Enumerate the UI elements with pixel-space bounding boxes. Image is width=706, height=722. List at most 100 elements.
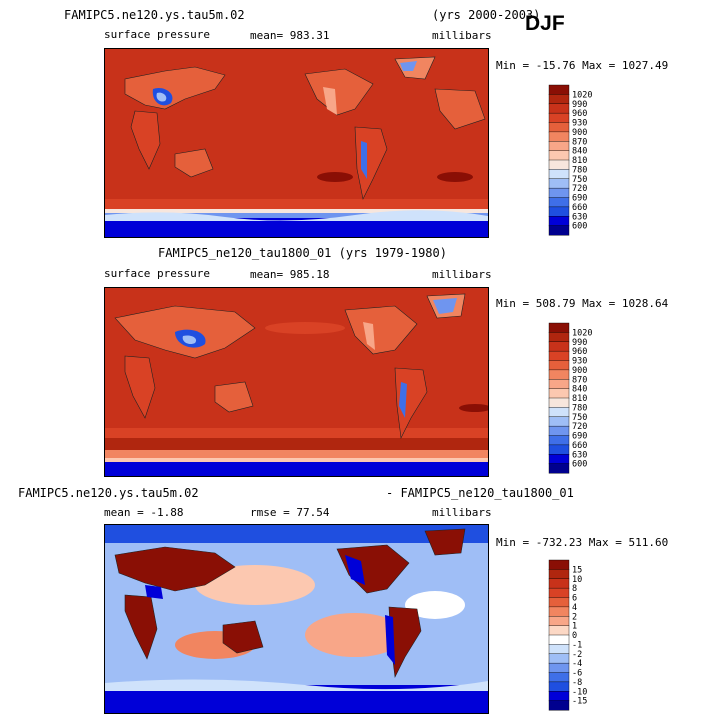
- colorbar-box: [548, 84, 570, 95]
- colorbar-box: [548, 225, 570, 236]
- colorbar-box: [548, 379, 570, 390]
- map-continent-australia: [214, 381, 254, 413]
- colorbar-box: [548, 435, 570, 446]
- colorbar-box: [548, 141, 570, 152]
- colorbar-tick-label: 720: [572, 422, 587, 432]
- panel2-units: millibars: [432, 268, 492, 281]
- colorbar-tick-label: 810: [572, 394, 587, 404]
- colorbar-box: [548, 606, 570, 617]
- colorbar-box: [548, 322, 570, 333]
- colorbar-box: [548, 587, 570, 599]
- colorbar-box: [548, 150, 570, 161]
- panel2-colorbar: 1020 990 960 930 900 870 840 810 780 750 720 690 660…: [548, 322, 609, 474]
- map-continent-north-america: [336, 544, 410, 594]
- colorbar-box: [548, 122, 570, 133]
- colorbar-box: [548, 559, 570, 570]
- map-continent-eurasia: [124, 66, 226, 110]
- colorbar-box: [548, 103, 570, 114]
- panel3-mean: mean = -1.88: [104, 506, 184, 519]
- colorbar-box: [548, 350, 570, 362]
- panel2-map: [104, 287, 489, 477]
- colorbar-box: [548, 94, 570, 105]
- colorbar-tick-label: 10: [572, 575, 582, 585]
- colorbar-box: [548, 369, 570, 380]
- colorbar-tick-label: 1020: [572, 328, 592, 338]
- panel1-title: FAMIPC5.ne120.ys.tau5m.02: [64, 8, 245, 22]
- colorbar-tick-label: 930: [572, 357, 587, 367]
- map-continent-north-america: [344, 305, 418, 355]
- colorbar-tick-label: 780: [572, 165, 587, 175]
- panel2-colorbar-svg: 1020990960930900870840810780750720690660…: [548, 322, 592, 474]
- panel2-mean: mean= 985.18: [250, 268, 330, 281]
- panel3-rmse: rmse = 77.54: [250, 506, 330, 519]
- colorbar-tick-label: -10: [572, 687, 587, 697]
- colorbar-box: [548, 397, 570, 408]
- panel1-colorbar: 1020 990 960 930 900 870 840 810 780 750 720 690 660…: [548, 84, 609, 236]
- panel1-map: [104, 48, 489, 238]
- colorbar-tick-label: -6: [572, 669, 582, 679]
- colorbar-box: [548, 159, 570, 170]
- colorbar-tick-label: 960: [572, 347, 587, 357]
- colorbar-box: [548, 360, 570, 371]
- colorbar-tick-label: 2: [572, 612, 577, 622]
- colorbar-box: [548, 197, 570, 208]
- panel3-title-left: FAMIPC5.ne120.ys.tau5m.02: [18, 486, 199, 500]
- colorbar-tick-label: -2: [572, 650, 582, 660]
- colorbar-tick-label: -8: [572, 678, 582, 688]
- colorbar-box: [548, 131, 570, 142]
- colorbar-tick-label: 750: [572, 175, 587, 185]
- colorbar-tick-label: 690: [572, 194, 587, 204]
- colorbar-tick-label: 6: [572, 594, 577, 604]
- panel3-units: millibars: [432, 506, 492, 519]
- panel1-mean: mean= 983.31: [250, 29, 330, 42]
- colorbar-tick-label: 870: [572, 375, 587, 385]
- colorbar-box: [548, 578, 570, 589]
- panel1-colorbar-svg: 1020990960930900870840810780750720690660…: [548, 84, 592, 236]
- colorbar-box: [548, 169, 570, 180]
- colorbar-tick-label: 810: [572, 156, 587, 166]
- colorbar-tick-label: -1: [572, 640, 582, 650]
- panel1-units: millibars: [432, 29, 492, 42]
- colorbar-box: [548, 625, 570, 636]
- colorbar-tick-label: 900: [572, 366, 587, 376]
- colorbar-tick-label: 600: [572, 222, 587, 232]
- colorbar-box: [548, 672, 570, 683]
- colorbar-box: [548, 388, 570, 399]
- colorbar-tick-label: 690: [572, 432, 587, 442]
- colorbar-box: [548, 407, 570, 418]
- colorbar-tick-label: 990: [572, 100, 587, 110]
- panel3-colorbar: 15 10 8 6 4 2 1 0 -1 -2 -4 -6 -8 -10 -15: [548, 559, 609, 711]
- colorbar-tick-label: 0: [572, 631, 577, 641]
- panel2-minmax: Min = 508.79 Max = 1028.64: [496, 297, 669, 310]
- colorbar-box: [548, 569, 570, 580]
- colorbar-tick-label: -15: [572, 697, 587, 707]
- colorbar-box: [548, 700, 570, 711]
- map-continent-africa: [130, 110, 161, 170]
- colorbar-box: [548, 634, 570, 645]
- panel3-minmax: Min = -732.23 Max = 511.60: [496, 536, 669, 549]
- colorbar-box: [548, 332, 570, 343]
- colorbar-tick-label: 630: [572, 212, 587, 222]
- panel2-variable: surface pressure: [104, 267, 210, 280]
- panel2-title: FAMIPC5_ne120_tau1800_01 (yrs 1979-1980): [158, 246, 447, 260]
- colorbar-tick-label: 4: [572, 603, 577, 613]
- colorbar-box: [548, 681, 570, 692]
- colorbar-box: [548, 463, 570, 474]
- panel1-minmax: Min = -15.76 Max = 1027.49: [496, 59, 669, 72]
- colorbar-tick-label: 960: [572, 109, 587, 119]
- panel1-variable: surface pressure: [104, 28, 210, 41]
- colorbar-box: [548, 662, 570, 674]
- colorbar-tick-label: 990: [572, 338, 587, 348]
- colorbar-tick-label: 15: [572, 565, 582, 575]
- map-continent-africa: [124, 355, 156, 419]
- colorbar-tick-label: 840: [572, 147, 587, 157]
- colorbar-box: [548, 187, 570, 199]
- colorbar-tick-label: -4: [572, 659, 582, 669]
- colorbar-box: [548, 444, 570, 455]
- colorbar-tick-label: 870: [572, 137, 587, 147]
- colorbar-tick-label: 780: [572, 403, 587, 413]
- panel1-years: (yrs 2000-2003): [432, 8, 541, 22]
- colorbar-box: [548, 206, 570, 217]
- colorbar-box: [548, 425, 570, 437]
- map-continent-eurasia: [114, 546, 236, 592]
